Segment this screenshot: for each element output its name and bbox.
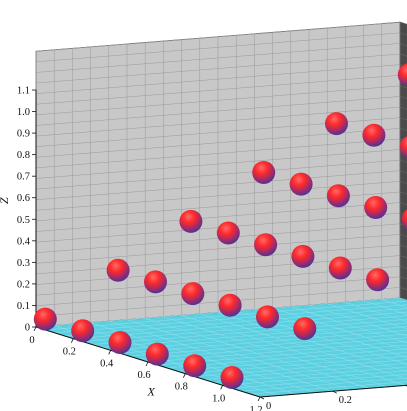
data-point — [291, 244, 315, 268]
grid-line — [73, 311, 407, 339]
data-point — [326, 184, 350, 208]
z-tick-label: 0.4 — [17, 236, 31, 247]
grid-line — [231, 374, 407, 389]
x-tick-label: 1.0 — [212, 393, 225, 404]
x-tick-label: 0.8 — [175, 382, 188, 393]
data-point — [293, 317, 317, 341]
grid-line — [138, 337, 407, 360]
x-axis-label: X — [147, 385, 156, 399]
x-tick-mark — [182, 373, 186, 378]
grid-line — [213, 366, 407, 383]
data-point — [144, 270, 167, 294]
x-tick-mark — [220, 385, 224, 390]
y-tick-label: 0 — [266, 401, 271, 411]
grid-line — [63, 308, 407, 336]
grid-line — [203, 363, 407, 380]
z-axis-label: Z — [0, 197, 11, 204]
x-tick-mark — [70, 338, 74, 343]
data-point — [325, 112, 348, 136]
grid-line — [157, 344, 407, 366]
grid-line — [185, 355, 407, 374]
grid-line — [241, 377, 407, 392]
data-point — [220, 366, 244, 389]
chart-axes: 0 0.1 0.2 0.3 0.4 0.5 0.6 0.7 0.8 0.9 1.0 1.1 0 0.2 0.… — [0, 86, 407, 411]
data-point — [145, 342, 169, 366]
grid-line — [129, 333, 407, 357]
x-tick-label: 1.2 — [249, 405, 262, 411]
data-point — [179, 209, 203, 233]
grid-line — [110, 326, 407, 351]
data-point — [108, 331, 132, 354]
data-point — [252, 161, 276, 184]
data-point — [328, 256, 352, 280]
data-point — [401, 209, 407, 229]
z-tick-label: 0.7 — [17, 172, 30, 183]
z-tick-label: 1.0 — [17, 107, 30, 118]
grid-line — [222, 370, 407, 386]
x-tick-label: 0.4 — [100, 358, 114, 369]
y-tick-mark — [405, 385, 407, 387]
x-tick-mark — [108, 350, 112, 355]
grid-line — [54, 304, 407, 334]
z-tick-label: 0.1 — [17, 301, 30, 312]
y-axis-line — [259, 384, 407, 398]
data-point — [216, 221, 240, 245]
z-tick-label: 0.2 — [17, 279, 30, 290]
data-point — [106, 258, 130, 282]
x-tick-label: 0.2 — [63, 347, 76, 358]
y-tick-label: 0.2 — [339, 395, 352, 406]
data-point — [397, 63, 407, 86]
grid-line — [35, 297, 401, 328]
data-point — [181, 282, 205, 306]
x-tick-label: 0 — [29, 335, 34, 346]
data-point — [366, 268, 390, 292]
data-point — [399, 136, 407, 158]
data-point — [256, 305, 279, 329]
z-tick-label: 0 — [25, 323, 30, 334]
grid-line — [175, 352, 407, 371]
x-tick-mark — [33, 326, 37, 332]
z-tick-label: 1.1 — [17, 86, 30, 97]
z-tick-label: 0.9 — [17, 129, 30, 140]
data-point — [183, 354, 207, 378]
x-tick-label: 0.6 — [137, 370, 150, 381]
y-tick-mark — [332, 390, 337, 394]
z-tick-label: 0.3 — [17, 258, 30, 269]
x-tick-mark — [257, 396, 261, 402]
data-point — [33, 307, 57, 331]
data-point — [218, 293, 242, 317]
grid-line — [194, 359, 407, 377]
x-tick-mark — [145, 361, 149, 367]
z-tick-label: 0.5 — [17, 215, 30, 226]
data-point — [254, 233, 278, 257]
data-point — [71, 319, 95, 343]
chart-points — [33, 63, 407, 389]
grid-line — [250, 381, 407, 395]
grid-line — [166, 348, 407, 369]
data-point — [289, 172, 313, 196]
data-point — [362, 123, 386, 147]
z-tick-label: 0.8 — [17, 150, 30, 161]
grid-line — [101, 322, 407, 348]
z-tick-label: 0.6 — [17, 193, 30, 204]
grid-line — [91, 319, 407, 345]
y-tick-mark — [259, 396, 265, 400]
grid-line — [147, 341, 407, 363]
data-point — [364, 196, 388, 219]
